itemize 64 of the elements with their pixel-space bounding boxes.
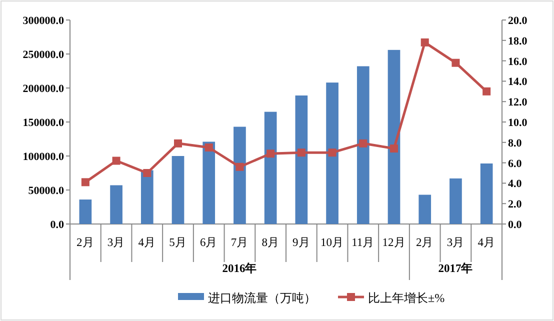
y-tick-label: 200000.0 xyxy=(22,83,64,95)
x-tick-label: 6月 xyxy=(200,236,218,249)
bar xyxy=(264,112,277,224)
legend-label: 比上年增长±% xyxy=(368,291,445,305)
point xyxy=(236,162,244,171)
bar xyxy=(480,163,493,224)
point xyxy=(266,150,275,158)
point xyxy=(204,144,213,152)
legend-label: 进口物流量（万吨） xyxy=(208,291,316,305)
point xyxy=(174,139,182,148)
y-tick-label: 300000.0 xyxy=(22,15,64,27)
x-tick-label: 10月 xyxy=(320,236,344,249)
bar xyxy=(356,66,370,224)
point xyxy=(359,139,368,148)
y2-tick-label: 8.0 xyxy=(508,137,522,150)
x-tick-label: 2月 xyxy=(76,236,94,249)
y2-tick-label: 18.0 xyxy=(508,35,528,48)
point xyxy=(81,178,90,186)
x-tick-label: 7月 xyxy=(230,236,249,249)
x-tick-label: 11月 xyxy=(352,236,375,249)
bar xyxy=(418,194,432,224)
y2-tick-label: 16.0 xyxy=(508,56,528,68)
bar xyxy=(79,200,92,224)
x-tick-label: 3月 xyxy=(107,236,126,249)
point xyxy=(328,148,336,157)
bar xyxy=(172,156,184,224)
x-tick-label: 3月 xyxy=(446,236,465,249)
point xyxy=(482,87,491,96)
point xyxy=(420,38,429,46)
y-tick-label: 50000.0 xyxy=(28,185,64,197)
text: 2017年 xyxy=(438,261,474,275)
y2-tick-label: 12.0 xyxy=(508,96,528,109)
y2-tick-label: 14.0 xyxy=(508,76,528,88)
x-tick-label: 4月 xyxy=(138,236,156,249)
y-tick-label: 100000.0 xyxy=(22,151,64,163)
y-tick-label: 0.0 xyxy=(50,219,64,231)
bar xyxy=(202,142,216,224)
text: 2016年 xyxy=(222,261,258,275)
bar xyxy=(295,95,308,224)
bar xyxy=(326,82,338,224)
x-tick-label: 12月 xyxy=(382,236,406,249)
x-tick-label: 4月 xyxy=(478,236,496,249)
point xyxy=(452,58,460,67)
point xyxy=(112,156,120,165)
x-tick-label: 5月 xyxy=(169,236,187,249)
y2-tick-label: 2.0 xyxy=(508,198,522,211)
y2-tick-label: 20.0 xyxy=(508,15,528,27)
point xyxy=(143,169,152,177)
bar xyxy=(234,126,246,224)
y2-tick-label: 6.0 xyxy=(508,158,522,170)
y2-tick-label: 10.0 xyxy=(508,117,528,129)
point xyxy=(297,148,306,157)
bar xyxy=(388,50,400,224)
x-tick-label: 9月 xyxy=(292,236,310,249)
bar xyxy=(450,178,462,224)
point xyxy=(390,144,398,153)
bar xyxy=(140,170,154,224)
y2-tick-label: 4.0 xyxy=(508,178,522,190)
y-tick-label: 150000.0 xyxy=(22,117,64,129)
bar xyxy=(110,185,122,224)
x-tick-label: 2月 xyxy=(416,236,434,249)
y-tick-label: 250000.0 xyxy=(22,49,64,61)
y2-tick-label: 0.0 xyxy=(508,219,522,231)
x-tick-label: 8月 xyxy=(262,236,280,249)
